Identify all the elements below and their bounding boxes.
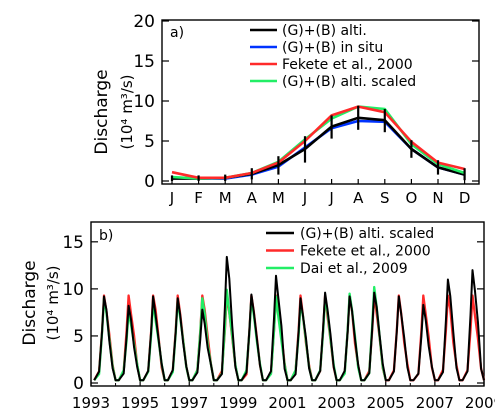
panel-b-legend: (G)+(B) alti. scaled Fekete et al., 2000D… (266, 226, 434, 277)
y-tick-label: 15 (62, 233, 84, 253)
panel-a-frame (161, 19, 480, 185)
x-tick-label: J (302, 189, 307, 207)
panel-a-error-bars (170, 105, 466, 181)
panel-b-ylabel-unit: (10⁴ m³/s) (44, 265, 62, 340)
x-tick-label: J (328, 189, 333, 207)
legend-label-g-b-alti-scaled: (G)+(B) alti. scaled (300, 226, 434, 242)
x-tick-label: N (432, 189, 443, 207)
y-tick-label: 10 (133, 92, 155, 112)
x-tick-label: D (459, 189, 471, 207)
x-tick-label: 2007 (416, 394, 454, 412)
series-line-fekete-et-al-2000 (171, 105, 465, 180)
x-tick-label: A (353, 189, 364, 207)
legend-label-g-b-alti-scaled: (G)+(B) alti. scaled (282, 74, 416, 90)
legend-label-fekete-et-al-2000: Fekete et al., 2000 (300, 244, 431, 260)
y-tick-label: 15 (133, 52, 155, 72)
x-tick-label: J (169, 189, 174, 207)
x-tick-label: O (405, 189, 417, 207)
x-tick-label: 2001 (268, 394, 306, 412)
panel-b-ylabel: Discharge (20, 260, 40, 345)
panel-b-series (93, 255, 486, 382)
panel-a-y-ticks: 0 5 10 15 20 (133, 12, 479, 192)
x-tick-label: A (247, 189, 258, 207)
panel-a-label: a) (170, 25, 184, 41)
legend-label-dai-et-al-2009: Dai et al., 2009 (300, 261, 408, 277)
x-tick-label: 2003 (318, 394, 356, 412)
y-tick-label: 0 (144, 172, 155, 192)
series-line-g-b-alti-scaled (171, 105, 466, 180)
x-tick-label: M (219, 189, 232, 207)
x-tick-label: F (194, 189, 203, 207)
x-tick-label: M (272, 189, 285, 207)
x-tick-label: 1993 (72, 394, 110, 412)
series-line-g-b-alti-scaled (93, 255, 485, 382)
y-tick-label: 5 (144, 132, 155, 152)
x-tick-label: 1999 (219, 394, 257, 412)
legend-label-g-b-in-situ: (G)+(B) in situ (282, 40, 383, 56)
x-tick-label: S (380, 189, 390, 207)
y-tick-label: 10 (62, 280, 84, 300)
panel-a-ylabel-unit: (10⁴ m³/s) (118, 74, 136, 149)
y-tick-label: 5 (73, 327, 84, 347)
legend-label-fekete-et-al-2000: Fekete et al., 2000 (282, 57, 413, 73)
panel-a-ylabel: Discharge (92, 69, 112, 154)
x-tick-label: 1995 (121, 394, 159, 412)
legend-label-g-b-alti: (G)+(B) alti. (282, 23, 367, 39)
x-tick-label: 1997 (170, 394, 208, 412)
panel-a-series (171, 105, 466, 180)
panel-b-label: b) (99, 228, 113, 244)
x-tick-label: 2009 (465, 394, 495, 412)
y-tick-label: 0 (73, 374, 84, 394)
y-tick-label: 20 (133, 12, 155, 32)
panel-b-x-ticks: 1993 1995 1997 1999 2001 2003 2005 2007 2009 (72, 380, 495, 412)
x-tick-label: 2005 (367, 394, 405, 412)
